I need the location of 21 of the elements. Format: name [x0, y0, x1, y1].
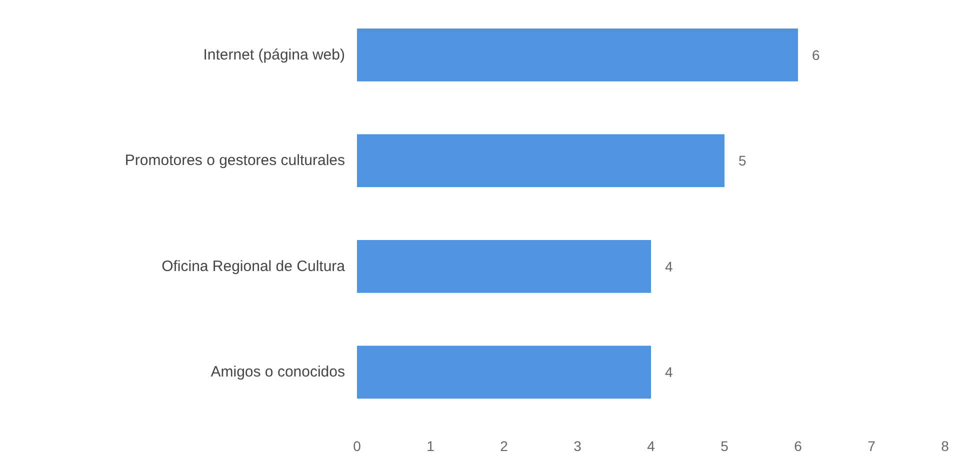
x-tick-label: 4 — [647, 438, 656, 453]
bar — [357, 28, 798, 82]
x-tick-label: 3 — [574, 438, 582, 453]
y-tick-label: Promotores o gestores culturales — [124, 152, 345, 170]
y-tick-label: Amigos o conocidos — [210, 364, 345, 381]
bar — [357, 134, 724, 188]
data-label: 4 — [665, 258, 673, 274]
x-tick-label: 6 — [794, 438, 802, 453]
bar — [357, 346, 651, 399]
x-tick-label: 8 — [941, 438, 950, 453]
x-tick-label: 2 — [500, 438, 508, 453]
y-tick-label: Oficina Regional de Cultura — [162, 258, 346, 275]
data-label: 6 — [812, 46, 820, 63]
data-label: 4 — [665, 364, 673, 380]
x-tick-label: 5 — [720, 438, 729, 453]
x-tick-label: 1 — [426, 438, 435, 453]
x-tick-label: 7 — [868, 438, 876, 453]
bar — [357, 240, 651, 293]
data-label: 5 — [738, 152, 746, 169]
y-tick-label: Internet (página web) — [203, 46, 345, 64]
x-tick-label: 0 — [353, 438, 362, 453]
